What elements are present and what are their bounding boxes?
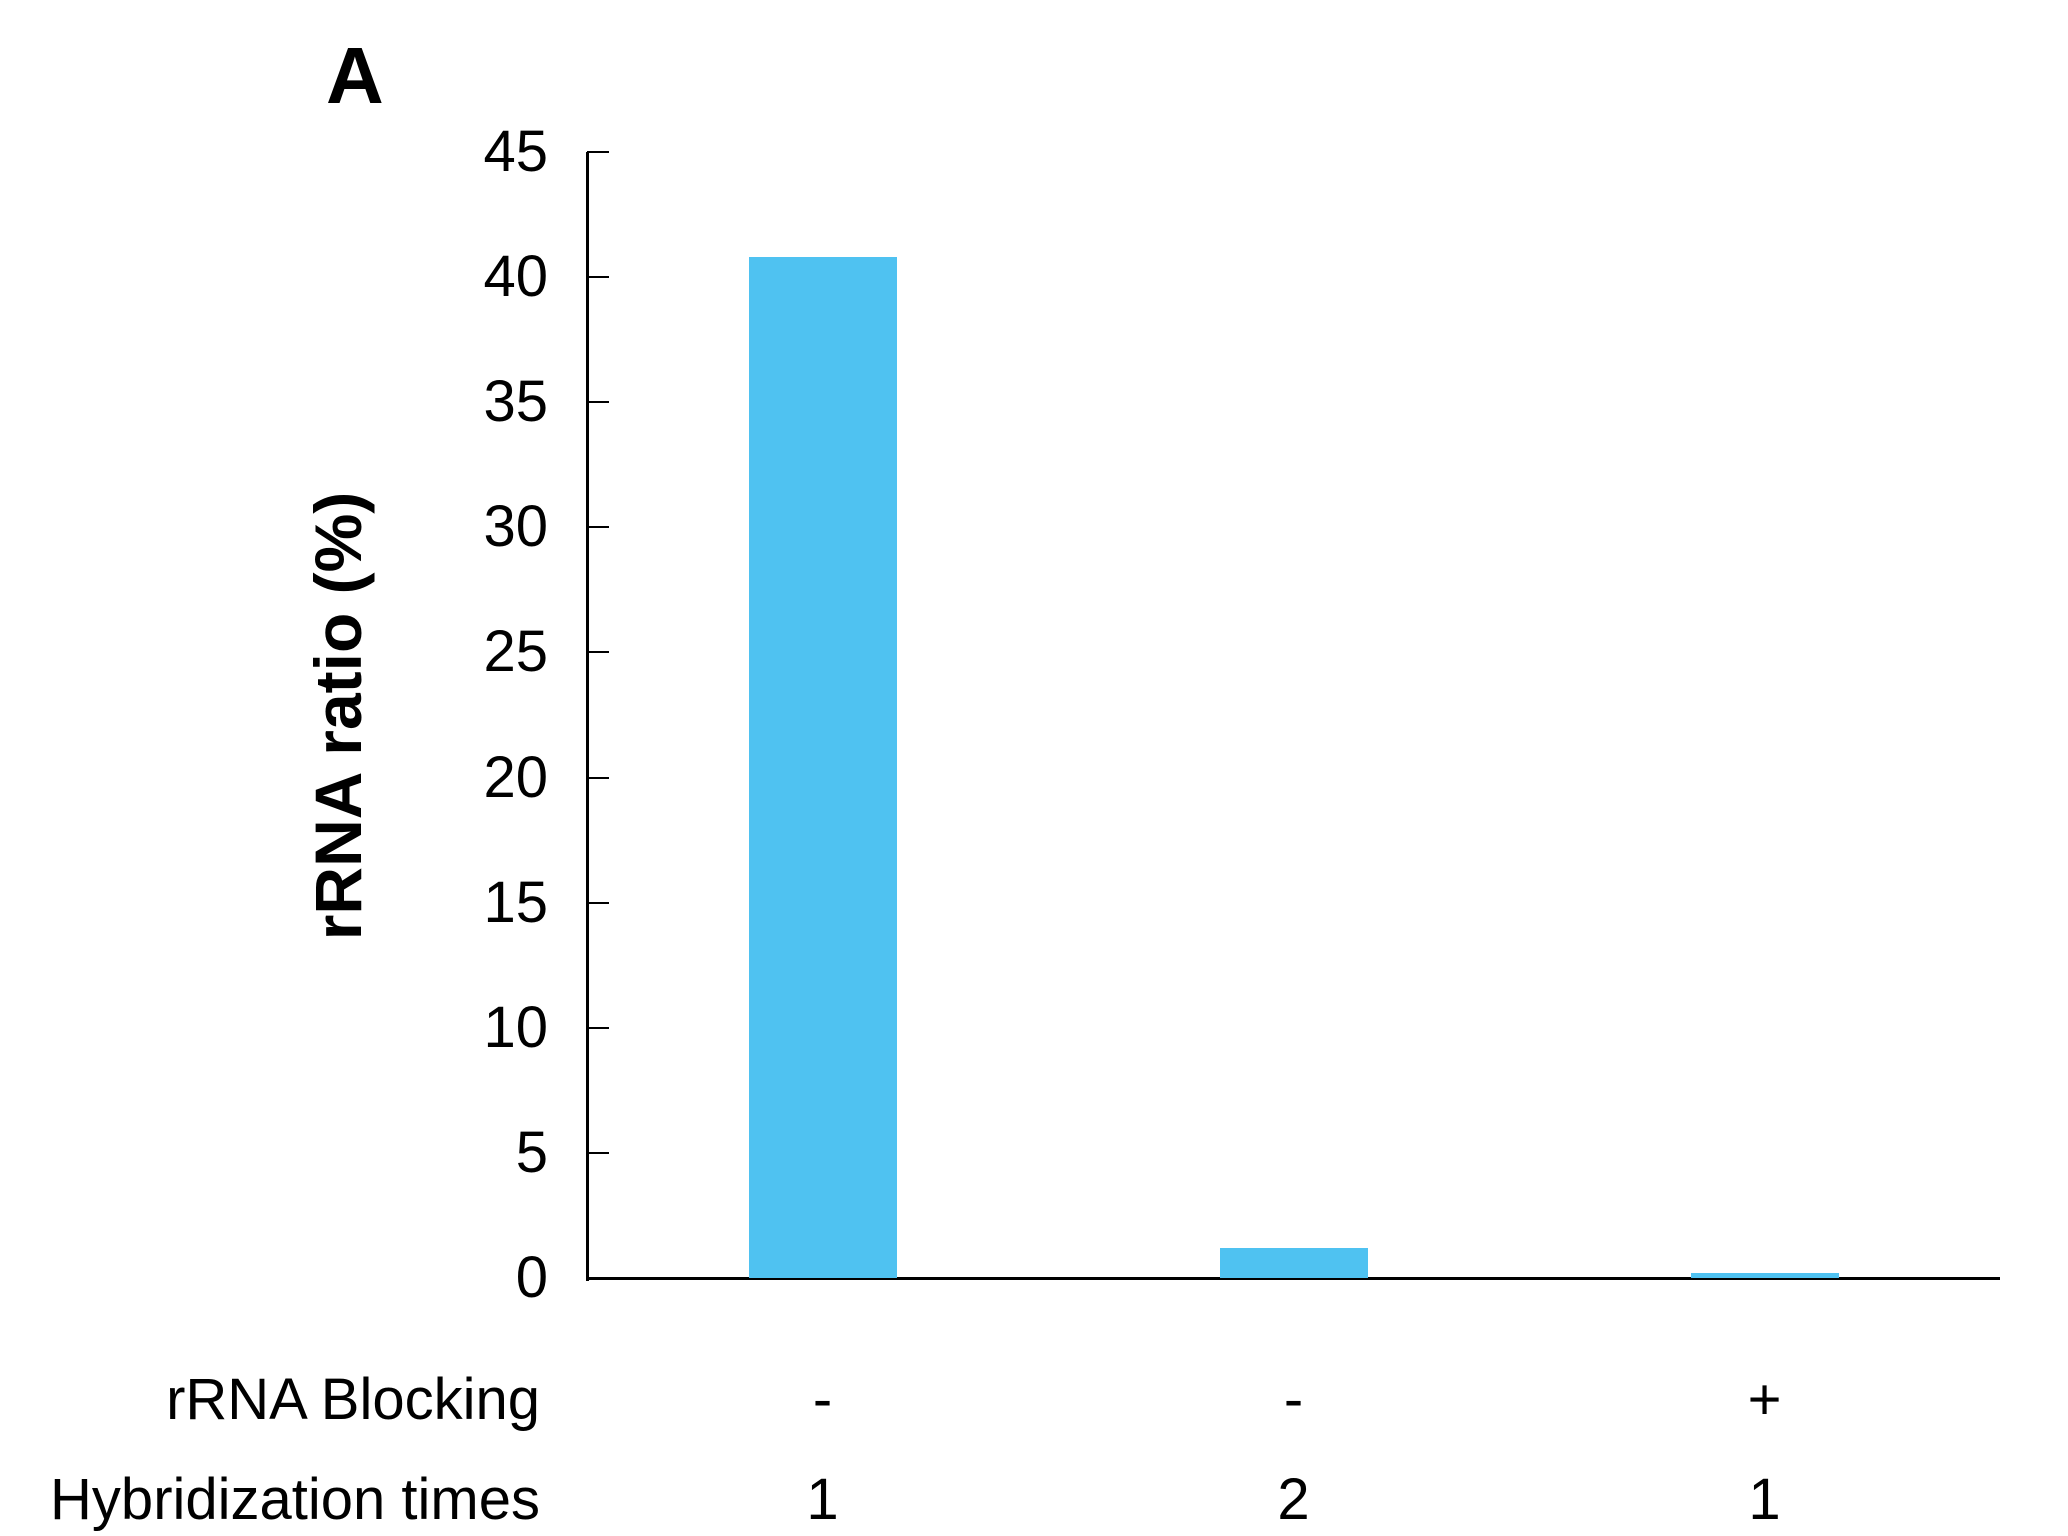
annotation-row-label: rRNA Blocking <box>166 1367 540 1432</box>
y-tick-mark <box>587 151 609 153</box>
y-tick-mark <box>587 901 609 904</box>
annotation-row-value: + <box>1747 1367 1782 1432</box>
annotation-row-value: 2 <box>1277 1467 1310 1532</box>
y-tick-label: 15 <box>483 869 548 935</box>
y-axis-line <box>585 152 589 1281</box>
y-tick-label: 10 <box>483 994 548 1060</box>
y-tick-label: 30 <box>483 494 548 560</box>
annotation-row-value: - <box>1283 1367 1304 1432</box>
y-tick-label: 0 <box>515 1245 548 1310</box>
annotation-row-value: 1 <box>1748 1467 1781 1532</box>
y-tick-mark <box>587 1026 609 1029</box>
bar <box>1219 1247 1368 1278</box>
bar <box>748 257 897 1278</box>
y-tick-label: 40 <box>483 244 548 310</box>
y-tick-mark <box>587 776 609 779</box>
y-tick-mark <box>587 526 609 529</box>
y-tick-mark <box>587 401 609 404</box>
y-tick-mark <box>587 276 609 279</box>
y-tick-mark <box>587 1151 609 1154</box>
y-tick-label: 45 <box>483 119 548 184</box>
y-tick-label: 25 <box>483 619 548 685</box>
y-tick-label: 35 <box>483 369 548 435</box>
bar <box>1690 1272 1839 1278</box>
y-tick-mark <box>587 651 609 654</box>
x-axis-line <box>585 1276 2000 1280</box>
y-tick-label: 20 <box>483 744 548 810</box>
annotation-row-value: - <box>812 1367 833 1432</box>
annotation-row-value: 1 <box>806 1467 839 1532</box>
annotation-row-label: Hybridization times <box>50 1467 540 1532</box>
panel-label: A <box>326 31 384 120</box>
y-axis-title: rRNA ratio (%) <box>301 491 375 941</box>
y-tick-label: 5 <box>515 1119 548 1185</box>
